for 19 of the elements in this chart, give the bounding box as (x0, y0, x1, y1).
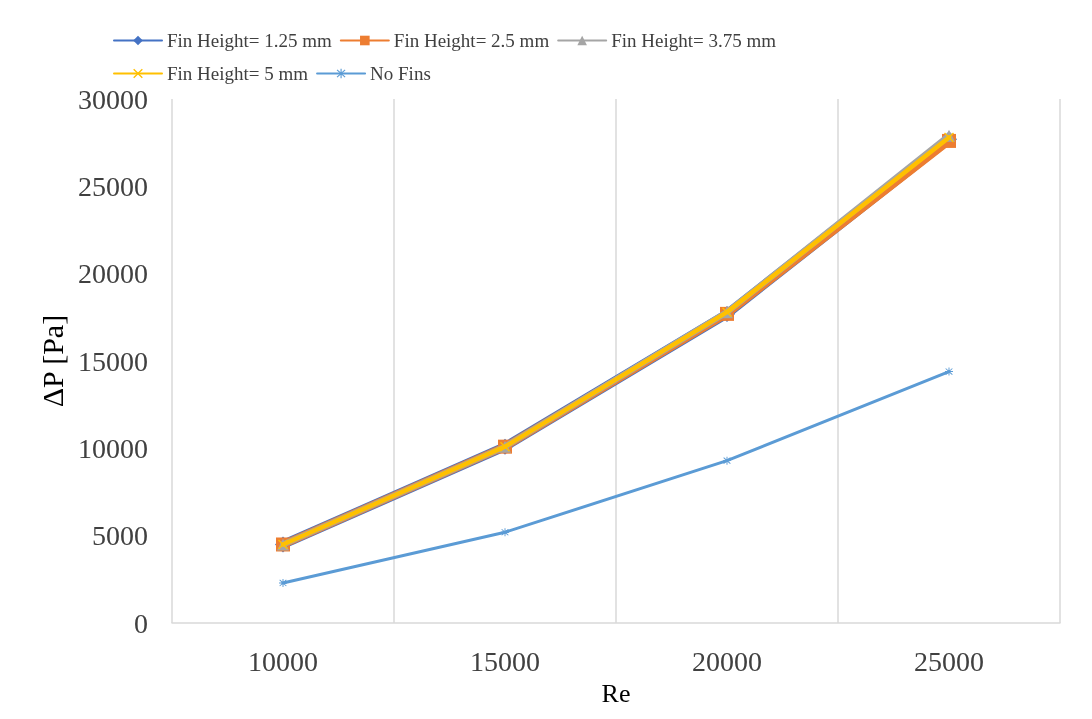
y-tick-label: 30000 (78, 83, 148, 115)
y-tick-label: 0 (134, 607, 148, 639)
x-axis-title: Re (601, 678, 631, 708)
y-tick-label: 15000 (78, 345, 148, 377)
y-tick-label: 20000 (78, 258, 148, 290)
legend-label: Fin Height= 3.75 mm (611, 30, 777, 51)
legend-label: No Fins (370, 63, 431, 84)
x-tick-label: 20000 (692, 645, 762, 677)
y-axis-title: ΔP [Pa] (35, 314, 69, 408)
y-tick-label: 10000 (78, 432, 148, 464)
point (723, 456, 731, 465)
y-tick-label: 25000 (78, 170, 148, 202)
y-tick-label: 5000 (92, 520, 148, 552)
x-tick-label: 15000 (470, 645, 540, 677)
legend-label: Fin Height= 1.25 mm (167, 30, 333, 51)
x-tick-label: 10000 (248, 645, 318, 677)
legend-label: Fin Height= 5 mm (167, 63, 309, 84)
legend-label: Fin Height= 2.5 mm (393, 30, 550, 51)
x-tick-label: 25000 (914, 645, 984, 677)
